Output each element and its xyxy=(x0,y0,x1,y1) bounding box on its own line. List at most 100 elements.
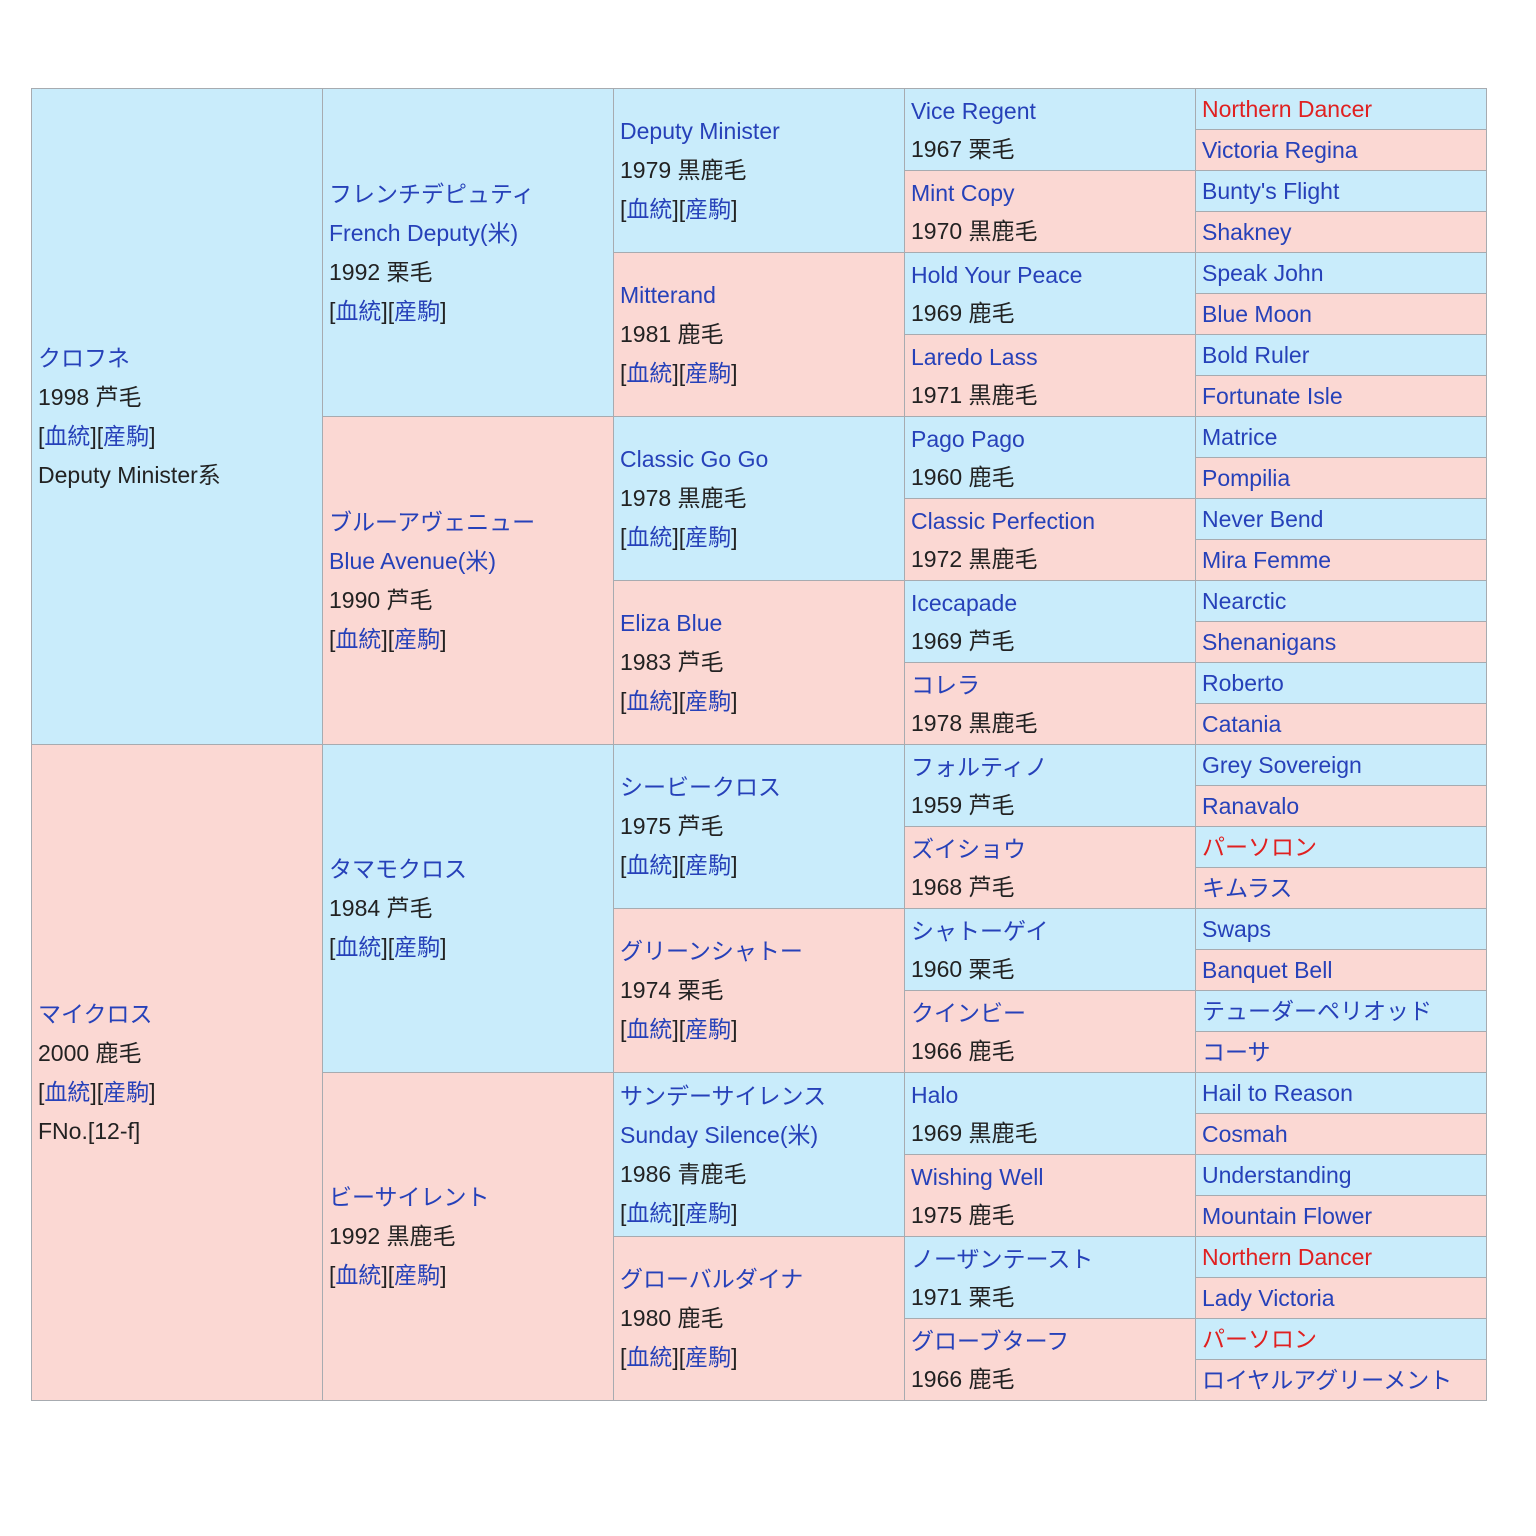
horse-name-link[interactable]: Cosmah xyxy=(1202,1121,1288,1147)
horse-name-en-link[interactable]: French Deputy(米) xyxy=(329,219,519,246)
horse-name-link[interactable]: Bold Ruler xyxy=(1202,342,1310,368)
pedigree-link[interactable]: 血統 xyxy=(626,1199,673,1226)
horse-name-link[interactable]: Swaps xyxy=(1202,916,1272,942)
pedigree-link[interactable]: 血統 xyxy=(626,1016,673,1042)
horse-name-en-link[interactable]: Blue Avenue(米) xyxy=(329,547,497,574)
horse-cell-gen4-male: Pago Pago 1960 鹿毛 xyxy=(904,416,1196,499)
horse-name-link[interactable]: Halo xyxy=(911,1081,959,1108)
horse-year-color: 2000 鹿毛 xyxy=(38,1039,142,1066)
horse-name-link[interactable]: Northern Dancer xyxy=(1202,96,1373,122)
horse-name-link[interactable]: Hail to Reason xyxy=(1202,1080,1353,1106)
progeny-link[interactable]: 産駒 xyxy=(685,688,732,714)
horse-name-link[interactable]: Hold Your Peace xyxy=(911,261,1083,288)
horse-name-link[interactable]: Banquet Bell xyxy=(1202,957,1333,983)
horse-name-link[interactable]: コーサ xyxy=(1202,1039,1271,1065)
horse-name-link[interactable]: Mira Femme xyxy=(1202,547,1332,573)
pedigree-link[interactable]: 血統 xyxy=(335,625,382,652)
horse-name-link[interactable]: Catania xyxy=(1202,711,1282,737)
horse-name-link[interactable]: Never Bend xyxy=(1202,506,1324,532)
progeny-link[interactable]: 産駒 xyxy=(685,852,732,878)
progeny-link[interactable]: 産駒 xyxy=(103,1078,150,1105)
pedigree-link[interactable]: 血統 xyxy=(626,852,673,878)
horse-name-link[interactable]: Shakney xyxy=(1202,219,1292,245)
progeny-link[interactable]: 産駒 xyxy=(685,196,732,222)
horse-name-link[interactable]: フレンチデピュティ xyxy=(329,180,535,207)
progeny-link[interactable]: 産駒 xyxy=(685,1199,732,1226)
horse-name-link[interactable]: Laredo Lass xyxy=(911,343,1038,370)
horse-name-link[interactable]: ズイショウ xyxy=(911,835,1026,862)
horse-name-link[interactable]: Mountain Flower xyxy=(1202,1203,1373,1229)
horse-name-link[interactable]: シャトーゲイ xyxy=(911,917,1049,944)
pedigree-link[interactable]: 血統 xyxy=(626,1344,673,1370)
horse-name-link[interactable]: Northern Dancer xyxy=(1202,1244,1373,1270)
pedigree-link[interactable]: 血統 xyxy=(626,196,673,222)
horse-name-link[interactable]: Roberto xyxy=(1202,670,1284,696)
horse-name-en-line: French Deputy(米) xyxy=(329,214,613,253)
horse-name-link[interactable]: Lady Victoria xyxy=(1202,1285,1335,1311)
horse-name-link[interactable]: パーソロン xyxy=(1202,1326,1317,1352)
horse-name-link[interactable]: コレラ xyxy=(911,671,980,698)
pedigree-link[interactable]: 血統 xyxy=(335,934,382,960)
horse-name-link[interactable]: Vice Regent xyxy=(911,97,1036,124)
horse-name-link[interactable]: タマモクロス xyxy=(329,856,467,882)
horse-name-link[interactable]: Classic Go Go xyxy=(620,446,769,472)
progeny-link[interactable]: 産駒 xyxy=(394,297,441,324)
horse-name-link[interactable]: ビーサイレント xyxy=(329,1184,490,1210)
horse-name-link[interactable]: Bunty's Flight xyxy=(1202,178,1340,204)
progeny-link[interactable]: 産駒 xyxy=(685,1016,732,1042)
horse-name-link[interactable]: クロフネ xyxy=(38,344,130,371)
horse-name-link[interactable]: Eliza Blue xyxy=(620,610,723,636)
horse-name-link[interactable]: Ranavalo xyxy=(1202,793,1300,819)
horse-name-link[interactable]: グローバルダイナ xyxy=(620,1266,804,1292)
horse-name-link[interactable]: ノーザンテースト xyxy=(911,1245,1094,1272)
horse-name-link[interactable]: マイクロス xyxy=(38,1000,153,1027)
horse-name-link[interactable]: サンデーサイレンス xyxy=(620,1082,827,1109)
horse-name-link[interactable]: Classic Perfection xyxy=(911,507,1096,534)
pedigree-link[interactable]: 血統 xyxy=(335,297,382,324)
horse-name-link[interactable]: Nearctic xyxy=(1202,588,1287,614)
progeny-link[interactable]: 産駒 xyxy=(103,422,150,449)
horse-name-link[interactable]: Deputy Minister xyxy=(620,118,780,144)
horse-name-link[interactable]: Blue Moon xyxy=(1202,301,1312,327)
pedigree-link[interactable]: 血統 xyxy=(626,360,673,386)
horse-name-link[interactable]: グリーンシャトー xyxy=(620,938,803,964)
progeny-link[interactable]: 産駒 xyxy=(394,934,441,960)
horse-name-line: シービークロス xyxy=(620,768,904,807)
horse-name-link[interactable]: Speak John xyxy=(1202,260,1324,286)
horse-name-link[interactable]: クインビー xyxy=(911,999,1026,1026)
horse-name-link[interactable]: ロイヤルアグリーメント xyxy=(1202,1367,1453,1393)
horse-name-line: Classic Perfection xyxy=(911,502,1195,540)
horse-name-link[interactable]: Mint Copy xyxy=(911,179,1015,206)
horse-name-link[interactable]: フォルティノ xyxy=(911,753,1048,780)
horse-name-link[interactable]: キムラス xyxy=(1202,875,1293,901)
horse-name-link[interactable]: Shenanigans xyxy=(1202,629,1337,655)
progeny-link[interactable]: 産駒 xyxy=(685,524,732,550)
horse-name-link[interactable]: Victoria Regina xyxy=(1202,137,1358,163)
horse-name-link[interactable]: パーソロン xyxy=(1202,834,1317,860)
horse-name-link[interactable]: Pompilia xyxy=(1202,465,1291,491)
horse-name-link[interactable]: グローブターフ xyxy=(911,1327,1070,1354)
horse-name-link[interactable]: Pago Pago xyxy=(911,425,1025,452)
progeny-link[interactable]: 産駒 xyxy=(685,360,732,386)
pedigree-link[interactable]: 血統 xyxy=(335,1262,382,1288)
horse-cell-gen5-male: パーソロン xyxy=(1195,826,1487,868)
progeny-link[interactable]: 産駒 xyxy=(685,1344,732,1370)
horse-name-link[interactable]: Matrice xyxy=(1202,424,1278,450)
horse-name-link[interactable]: テューダーペリオッド xyxy=(1202,998,1432,1024)
horse-name-link[interactable]: Mitterand xyxy=(620,282,716,308)
progeny-link[interactable]: 産駒 xyxy=(394,1262,441,1288)
horse-name-link[interactable]: Wishing Well xyxy=(911,1163,1044,1190)
pedigree-link[interactable]: 血統 xyxy=(626,688,673,714)
pedigree-link[interactable]: 血統 xyxy=(44,422,91,449)
horse-name-link[interactable]: Understanding xyxy=(1202,1162,1352,1188)
horse-name-link[interactable]: Fortunate Isle xyxy=(1202,383,1343,409)
horse-name-link[interactable]: Grey Sovereign xyxy=(1202,752,1362,778)
horse-name-link[interactable]: Icecapade xyxy=(911,589,1018,616)
horse-name-en-link[interactable]: Sunday Silence(米) xyxy=(620,1121,819,1148)
bracket-close: ] xyxy=(381,297,388,324)
horse-name-link[interactable]: シービークロス xyxy=(620,774,781,800)
pedigree-link[interactable]: 血統 xyxy=(44,1078,91,1105)
horse-name-link[interactable]: ブルーアヴェニュー xyxy=(329,508,536,535)
progeny-link[interactable]: 産駒 xyxy=(394,625,441,652)
pedigree-link[interactable]: 血統 xyxy=(626,524,673,550)
